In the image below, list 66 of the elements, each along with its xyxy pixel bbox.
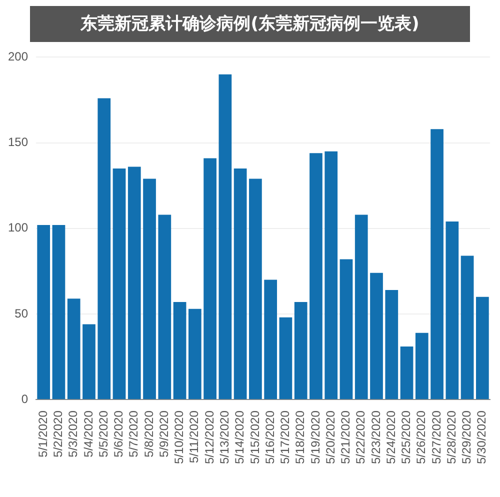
- x-tick-label: 5/23/2020: [368, 410, 383, 464]
- bar: [188, 308, 202, 400]
- bar: [218, 74, 232, 400]
- x-tick-label: 5/4/2020: [81, 410, 96, 458]
- x-tick-label: 5/6/2020: [112, 410, 126, 458]
- x-tick-label: 5/24/2020: [384, 410, 398, 464]
- x-tick-label: 5/20/2020: [323, 410, 338, 464]
- bar: [128, 166, 141, 400]
- x-tick-label: 5/9/2020: [156, 410, 171, 458]
- bar: [430, 129, 444, 400]
- chart-title: 东莞新冠累计确诊病例(东莞新冠病例一览表): [30, 6, 470, 42]
- x-tick-label: 5/22/2020: [354, 410, 368, 464]
- bar: [249, 178, 262, 400]
- bar: [460, 256, 474, 400]
- y-tick-label: 50: [14, 306, 28, 320]
- bar: [310, 153, 322, 400]
- x-tick-label: 5/12/2020: [202, 410, 216, 464]
- bar: [98, 98, 111, 400]
- y-tick-label: 200: [8, 50, 28, 64]
- bar: [294, 302, 308, 400]
- x-tick-label: 5/19/2020: [308, 410, 322, 464]
- x-tick-label: 5/29/2020: [460, 410, 474, 464]
- x-tick-label: 5/13/2020: [217, 410, 232, 464]
- x-tick-label: 5/11/2020: [187, 410, 202, 464]
- x-tick-label: 5/1/2020: [36, 410, 50, 458]
- y-tick-label: 100: [8, 220, 28, 235]
- bar: [264, 280, 278, 400]
- bar: [446, 222, 459, 400]
- bar: [400, 346, 414, 400]
- x-tick-label: 5/16/2020: [262, 410, 277, 464]
- x-tick-label: 5/7/2020: [126, 410, 141, 458]
- bar: [158, 214, 172, 400]
- bar: [82, 324, 96, 400]
- x-tick-label: 5/3/2020: [66, 410, 80, 458]
- x-tick-label: 5/10/2020: [172, 410, 186, 464]
- bar: [340, 259, 353, 400]
- bar: [143, 178, 156, 400]
- bar: [370, 272, 383, 400]
- bar: [52, 224, 66, 400]
- x-tick-label: 5/15/2020: [248, 410, 262, 464]
- x-tick-label: 5/5/2020: [96, 410, 110, 458]
- x-tick-label: 5/8/2020: [142, 410, 156, 458]
- bar: [173, 302, 186, 400]
- bar: [385, 290, 398, 400]
- x-tick-label: 5/28/2020: [444, 410, 458, 464]
- y-tick-label: 0: [21, 392, 28, 406]
- x-tick-label: 5/14/2020: [232, 410, 247, 464]
- bar: [324, 151, 338, 400]
- bar: [476, 296, 489, 400]
- bar: [234, 168, 247, 400]
- x-tick-label: 5/21/2020: [338, 410, 353, 464]
- bar: [37, 224, 50, 400]
- bar: [279, 317, 292, 400]
- bar: [415, 332, 428, 400]
- bar: [112, 168, 126, 400]
- bar: [67, 298, 80, 400]
- bar: [204, 158, 216, 400]
- y-tick-label: 150: [8, 135, 28, 150]
- x-tick-label: 5/25/2020: [399, 410, 414, 464]
- x-tick-label: 5/30/2020: [474, 410, 489, 464]
- x-tick-label: 5/18/2020: [293, 410, 308, 464]
- x-tick-label: 5/2/2020: [51, 410, 66, 458]
- x-tick-label: 5/26/2020: [414, 410, 428, 464]
- x-tick-label: 5/27/2020: [429, 410, 444, 464]
- x-tick-label: 5/17/2020: [278, 410, 292, 464]
- bar: [354, 214, 368, 400]
